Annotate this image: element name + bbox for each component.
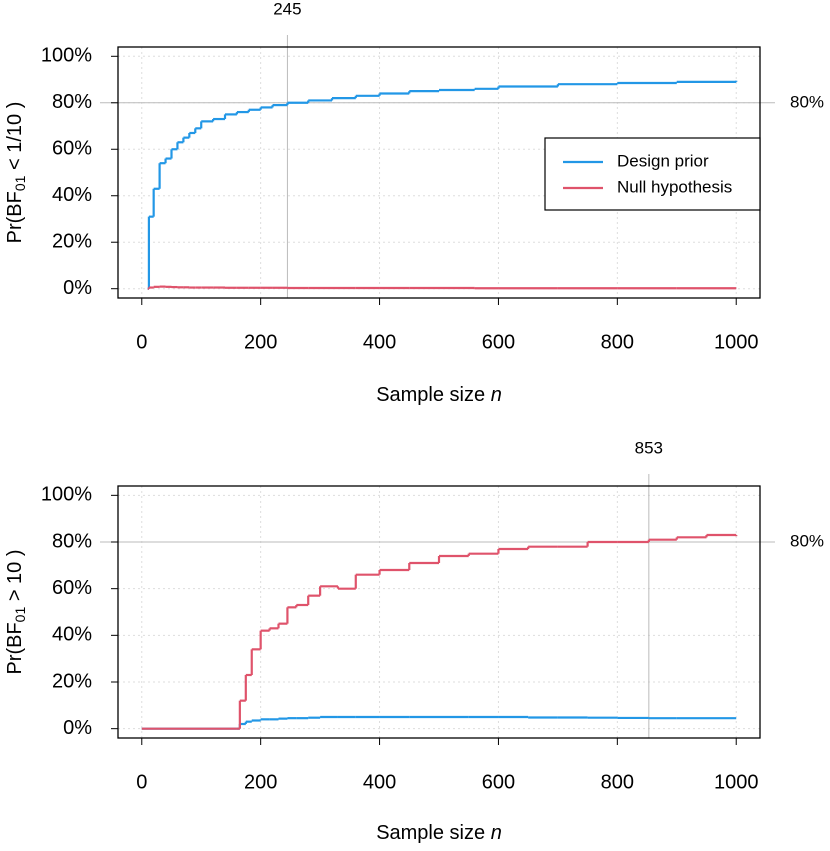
y-tick-label: 0%	[63, 277, 92, 299]
y-axis-label-text: > 10 )	[4, 549, 26, 606]
reference-label: 80%	[790, 92, 824, 111]
y-tick-label: 60%	[52, 577, 92, 599]
panel: 245 80% 0 200 400 600 800 1000 0% 20% 40% 60% 80% 100…	[4, 0, 824, 406]
x-axis-label-text: Sample size	[376, 384, 491, 406]
panel: 853 80% 0 200 400 600 800 1000 0% 20% 40% 60% 80% 100…	[4, 438, 824, 844]
y-tick-label: 20%	[52, 670, 92, 692]
y-tick-label: 80%	[52, 91, 92, 113]
legend-label: Design prior	[617, 151, 709, 170]
x-tick-label: 200	[244, 771, 277, 793]
x-tick-label: 800	[601, 331, 634, 353]
x-tick-label: 0	[136, 771, 147, 793]
x-tick-label: 800	[601, 771, 634, 793]
reference-label: 80%	[790, 531, 824, 550]
x-axis-label: Sample size n	[376, 822, 502, 844]
x-tick-label: 600	[482, 771, 515, 793]
x-axis-label: Sample size n	[376, 384, 502, 406]
y-axis-label-text: Pr(BF	[4, 622, 26, 674]
x-tick-label: 400	[363, 771, 396, 793]
y-tick-label: 40%	[52, 624, 92, 646]
y-axis-label: Pr(BF01 < 1/10 )	[4, 102, 27, 244]
y-tick-label: 20%	[52, 231, 92, 253]
y-tick-label: 0%	[63, 717, 92, 739]
legend-frame	[544, 137, 761, 211]
y-axis-label-text: Pr(BF	[4, 191, 26, 243]
plot-frame	[117, 485, 761, 739]
y-tick-label: 40%	[52, 184, 92, 206]
x-tick-label: 600	[482, 331, 515, 353]
y-axis-label-text: < 1/10 )	[4, 102, 26, 176]
y-axis-label-subscript: 01	[12, 607, 28, 623]
x-tick-label: 1000	[714, 771, 759, 793]
reference-label: 853	[635, 438, 663, 457]
legend-label: Null hypothesis	[617, 177, 732, 196]
y-tick-label: 100%	[41, 484, 92, 506]
y-tick-label: 100%	[41, 45, 92, 67]
y-axis-label: Pr(BF01 > 10 )	[4, 549, 27, 674]
x-tick-label: 1000	[714, 331, 759, 353]
x-tick-label: 200	[244, 331, 277, 353]
x-tick-label: 400	[363, 331, 396, 353]
y-tick-label: 60%	[52, 138, 92, 160]
x-axis-label-italic: n	[491, 384, 502, 406]
x-axis-label-italic: n	[491, 822, 502, 844]
x-axis-label-text: Sample size	[376, 822, 491, 844]
y-axis-label-subscript: 01	[12, 175, 28, 191]
x-tick-label: 0	[136, 331, 147, 353]
y-tick-label: 80%	[52, 530, 92, 552]
reference-label: 245	[273, 0, 301, 18]
